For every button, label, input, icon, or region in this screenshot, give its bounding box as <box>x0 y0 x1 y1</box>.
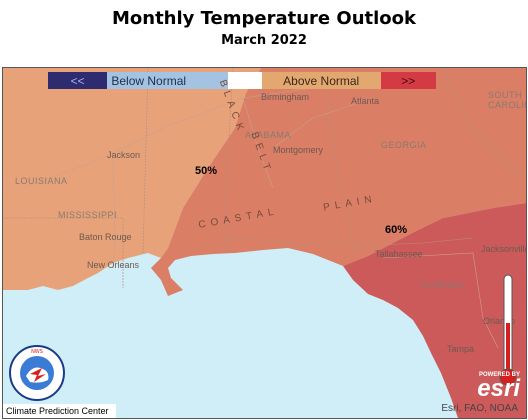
map-attribution: Esri, FAO, NOAA <box>441 403 518 414</box>
city-jackson: Jackson <box>107 150 141 160</box>
city-new-orleans: New Orleans <box>87 260 140 270</box>
legend-above-dark: >> <box>380 72 436 89</box>
cpc-credit: Climate Prediction Center <box>3 404 116 418</box>
legend-below-dark: << <box>48 72 108 89</box>
state-label-south-carolina: SOUTH CAROLINA <box>488 90 526 110</box>
state-label-alabama: ALABAMA <box>245 130 292 140</box>
legend-above-normal: Above Normal <box>261 72 381 89</box>
city-atlanta: Atlanta <box>351 96 380 106</box>
nws-logo: NWS <box>9 345 65 401</box>
state-label-louisiana: LOUISIANA <box>15 176 68 186</box>
city-orlando: Orlando <box>483 316 516 326</box>
state-label-florida: FLORIDA <box>421 280 464 290</box>
mississippi-delta <box>123 280 188 313</box>
land-50-percent-zone <box>3 68 261 290</box>
probability-label-60: 60% <box>385 224 408 236</box>
city-birmingham: Birmingham <box>261 92 310 102</box>
state-label-georgia: GEORGIA <box>381 140 427 150</box>
city-montgomery: Montgomery <box>273 145 324 155</box>
city-jacksonville: Jacksonville <box>481 244 527 254</box>
land-florida-zone <box>343 203 526 418</box>
roads <box>22 87 499 349</box>
esri-wordmark: esri <box>477 375 520 402</box>
state-label-mississippi: MISSISSIPPI <box>58 210 118 220</box>
esri-powered-by: POWERED BY <box>478 372 520 378</box>
thermometer-icon <box>499 274 517 386</box>
svg-text:NWS: NWS <box>31 349 43 355</box>
outlook-map[interactable]: << Below Normal Above Normal >> LOUISIAN… <box>2 67 527 419</box>
city-tallahassee: Tallahassee <box>375 249 423 259</box>
map-canvas <box>3 68 526 418</box>
state-borders <box>3 68 524 288</box>
esri-badge: POWERED BY esri <box>477 372 520 402</box>
legend: << Below Normal Above Normal >> <box>48 72 436 89</box>
map-title: Monthly Temperature Outlook <box>111 8 416 29</box>
probability-label-50: 50% <box>195 165 218 177</box>
city-tampa: Tampa <box>447 344 475 354</box>
city-baton-rouge: Baton Rouge <box>79 232 132 242</box>
map-subtitle: March 2022 <box>221 33 307 48</box>
legend-normal <box>228 72 262 89</box>
legend-below-normal: Below Normal <box>107 72 229 89</box>
